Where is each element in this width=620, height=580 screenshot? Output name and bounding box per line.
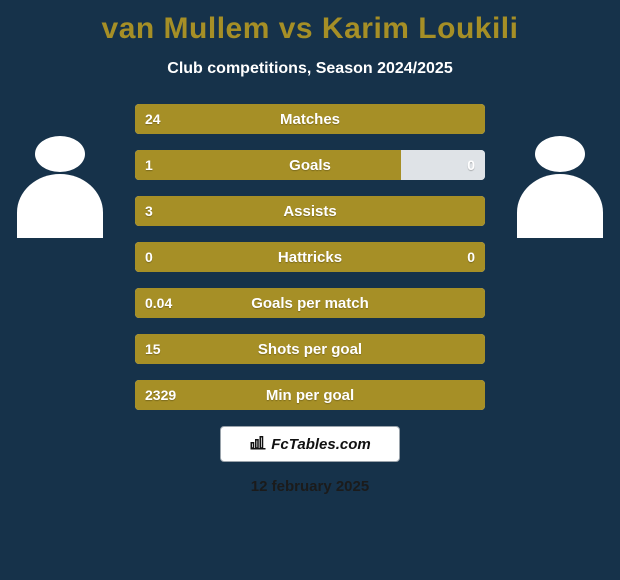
stat-row: Hattricks0 0: [135, 242, 485, 272]
player-left-avatar: [6, 118, 114, 226]
stat-row: Assists3: [135, 196, 485, 226]
stat-label: Min per goal: [135, 380, 485, 410]
stat-label: Goals: [135, 150, 485, 180]
avatar-placeholder-head: [35, 136, 85, 172]
player-right-avatar: [506, 118, 614, 226]
stat-label: Assists: [135, 196, 485, 226]
subtitle: Club competitions, Season 2024/2025: [0, 60, 620, 78]
stats-bars: Matches24Goals10Assists3Hattricks00Goals…: [135, 104, 485, 410]
avatar-placeholder-head: [535, 136, 585, 172]
stat-row: Matches24: [135, 104, 485, 134]
footer-date: 12 february 2025: [0, 478, 620, 495]
chart-icon: [249, 433, 267, 455]
stat-row: Goals1 0: [135, 150, 485, 180]
branding-badge: FcTables.com: [220, 426, 400, 462]
stat-value-left: 3: [135, 196, 163, 226]
avatar-placeholder-body: [517, 174, 603, 238]
stat-label: Hattricks: [135, 242, 485, 272]
stat-label: Goals per match: [135, 288, 485, 318]
stat-row: Min per goal2329: [135, 380, 485, 410]
stat-label: Shots per goal: [135, 334, 485, 364]
stat-value-left: 24: [135, 104, 171, 134]
stat-value-right: 0: [457, 150, 485, 180]
stat-value-left: 2329: [135, 380, 186, 410]
stat-row: Goals per match0.04: [135, 288, 485, 318]
stat-value-left: 15: [135, 334, 171, 364]
avatar-placeholder-body: [17, 174, 103, 238]
stat-label: Matches: [135, 104, 485, 134]
stat-value-left: 0: [135, 242, 163, 272]
comparison-card: van Mullem vs Karim Loukili Club competi…: [0, 0, 620, 580]
stat-row: Shots per goal15: [135, 334, 485, 364]
stat-value-left: 0.04: [135, 288, 182, 318]
stat-value-right: 0: [457, 242, 485, 272]
stat-value-left: 1: [135, 150, 163, 180]
branding-text: FcTables.com: [271, 436, 370, 453]
page-title: van Mullem vs Karim Loukili: [0, 12, 620, 46]
